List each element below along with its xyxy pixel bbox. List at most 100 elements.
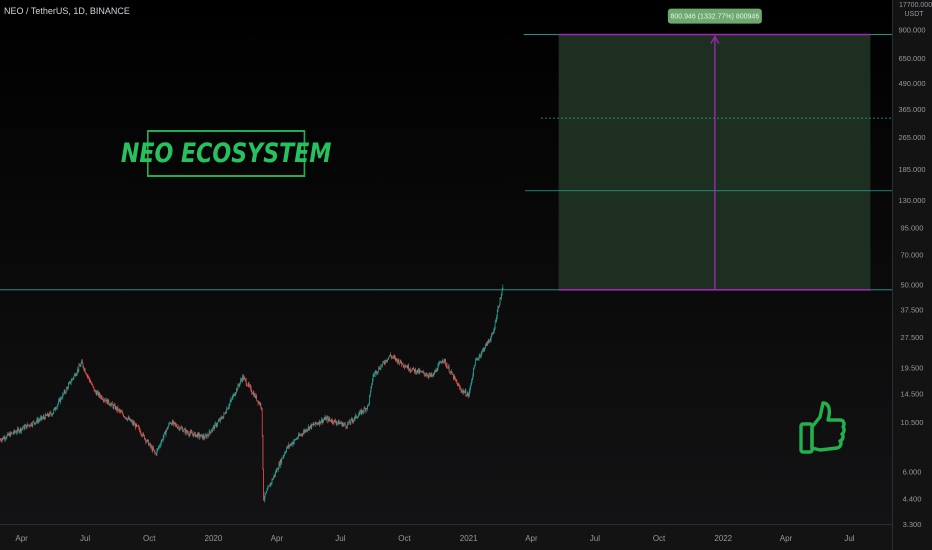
candle-body (125, 417, 127, 419)
candle-body (246, 384, 248, 386)
candle-body (235, 392, 237, 395)
y-tick-label: 4.400 (903, 495, 922, 504)
candle-body (381, 365, 382, 367)
price-axis-top-value: 17700.000 (899, 2, 932, 9)
candle-body (31, 423, 32, 426)
candle-body (186, 430, 188, 433)
candle-body (171, 421, 173, 425)
candle-body (218, 419, 220, 422)
candle-body (157, 448, 158, 451)
candle-body (261, 408, 263, 436)
candle-body (470, 384, 472, 387)
x-tick-label: Apr (15, 534, 28, 543)
candle-body (201, 434, 202, 436)
candle-body (367, 405, 368, 409)
candle-body (51, 414, 53, 416)
candle-body (273, 474, 275, 478)
candle-body (303, 430, 305, 433)
candle-body (32, 421, 34, 426)
candle-body (208, 430, 210, 436)
candle-body (10, 432, 12, 434)
candle-body (67, 387, 68, 389)
candle-body (24, 425, 25, 429)
candle-body (492, 333, 493, 335)
candle-body (61, 397, 62, 399)
x-tick-label: 2021 (460, 534, 478, 543)
candle-body (221, 417, 223, 419)
candle-body (142, 433, 144, 436)
candle-body (166, 428, 168, 432)
candle-body (487, 341, 488, 346)
candle-body (281, 458, 283, 463)
candle-body (268, 486, 269, 488)
candle-body (229, 401, 231, 404)
candle-body (351, 419, 352, 420)
candle-body (214, 423, 216, 429)
candle-body (420, 371, 422, 373)
candle-body (230, 399, 232, 402)
y-tick-label: 50.000 (901, 280, 924, 289)
candle-body (353, 419, 355, 420)
candle-body (280, 460, 282, 463)
candle-body (134, 423, 135, 425)
candle-body (22, 427, 24, 429)
candle-body (162, 439, 163, 441)
time-axis-panel[interactable] (0, 525, 892, 550)
candle-body (296, 438, 298, 440)
candle-body (444, 359, 446, 362)
candle-body (284, 452, 286, 454)
candle-body (494, 321, 496, 329)
candle-body (279, 463, 281, 466)
candle-body (79, 365, 80, 367)
candle-body (423, 371, 425, 374)
candle-body (322, 420, 324, 423)
candle-body (409, 369, 411, 371)
candle-body (392, 356, 393, 358)
candle-body (148, 444, 150, 446)
candle-body (270, 482, 272, 484)
candle-body (100, 395, 101, 398)
candle-body (176, 424, 177, 427)
candle-body (132, 421, 133, 424)
candle-body (201, 434, 203, 439)
candle-body (211, 430, 213, 432)
candle-body (360, 410, 362, 414)
candle-body (157, 447, 159, 449)
candle-body (318, 423, 320, 425)
candle-body (276, 468, 278, 472)
candle-body (500, 297, 502, 299)
candle-body (161, 439, 163, 443)
candle-body (297, 437, 299, 439)
candle-body (63, 390, 65, 394)
candle-body (17, 428, 18, 433)
candle-body (128, 417, 130, 420)
candle-body (326, 417, 327, 420)
candle-body (54, 407, 55, 410)
candle-body (140, 432, 142, 434)
price-axis-panel[interactable] (892, 0, 932, 550)
candle-body (120, 411, 122, 412)
candle-body (172, 421, 174, 424)
candle-body (99, 393, 101, 396)
candle-body (241, 379, 243, 381)
x-tick-label: Apr (271, 534, 284, 543)
candle-body (441, 361, 443, 363)
candle-body (229, 403, 230, 407)
candle-body (210, 431, 212, 433)
candle-body (467, 393, 469, 395)
candle-body (6, 435, 8, 438)
candle-body (368, 402, 370, 406)
candle-body (339, 422, 341, 424)
candle-body (119, 410, 121, 412)
candle-body (1, 438, 3, 441)
candle-body (480, 353, 482, 356)
candle-body (327, 417, 329, 421)
candle-body (363, 411, 364, 413)
candle-body (429, 373, 431, 376)
candle-body (194, 432, 196, 437)
candle-body (373, 374, 375, 376)
candle-body (49, 412, 51, 414)
candle-body (248, 383, 250, 386)
